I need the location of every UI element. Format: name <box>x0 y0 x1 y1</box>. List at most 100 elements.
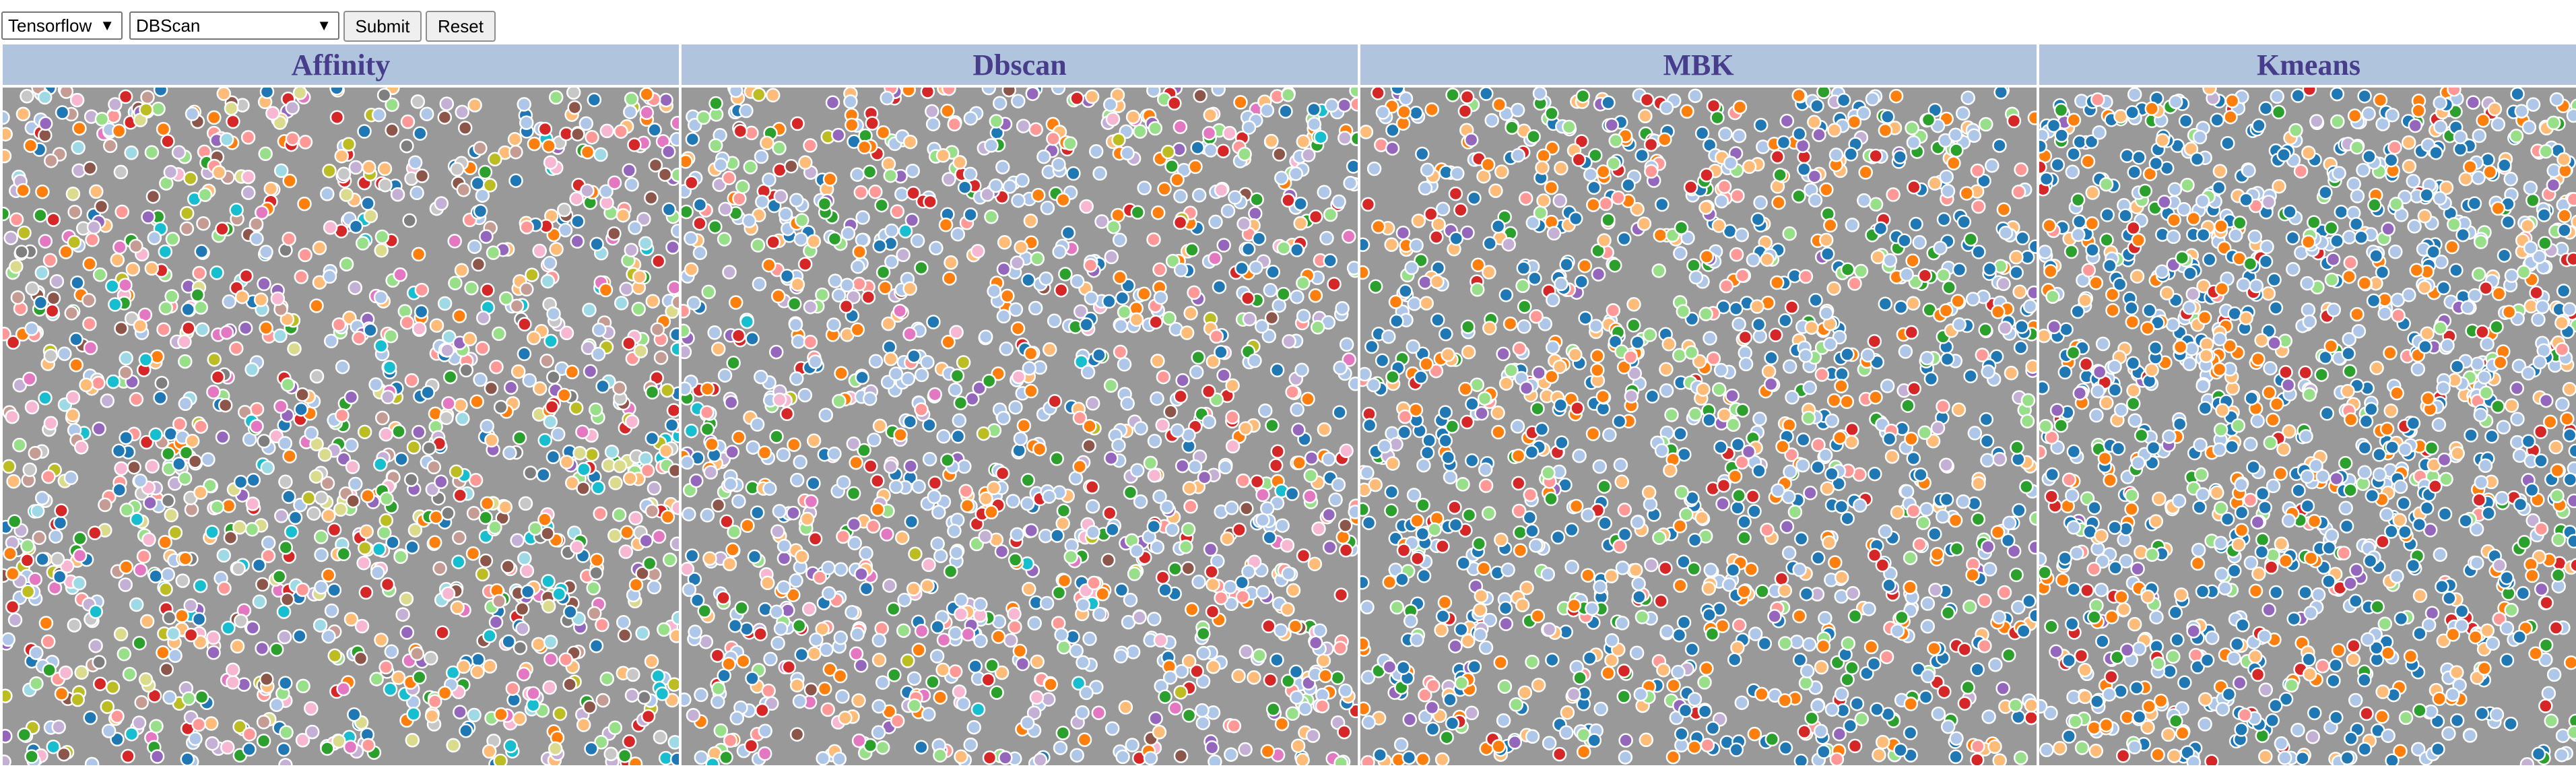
data-point <box>1293 216 1308 231</box>
scatter-plot-kmeans[interactable] <box>2039 88 2576 765</box>
data-point <box>624 414 640 429</box>
data-point <box>1368 279 1383 294</box>
data-point <box>2375 534 2390 549</box>
data-point <box>669 327 679 342</box>
data-point <box>840 226 856 241</box>
data-point <box>793 232 808 247</box>
data-point <box>2012 503 2026 518</box>
data-point <box>1975 348 1990 362</box>
data-point <box>1581 568 1595 583</box>
data-point <box>1337 131 1352 146</box>
data-point <box>1732 100 1748 115</box>
data-point <box>494 707 508 722</box>
data-point <box>294 269 309 284</box>
data-point <box>1104 249 1119 265</box>
data-point <box>409 185 424 201</box>
data-point <box>1663 463 1678 478</box>
data-point <box>1598 196 1614 212</box>
data-point <box>1276 286 1291 302</box>
data-point <box>651 668 665 684</box>
data-point <box>1834 379 1849 393</box>
data-point <box>1318 668 1333 684</box>
data-point <box>532 243 547 259</box>
data-point <box>2375 709 2389 724</box>
data-point <box>985 658 999 673</box>
data-point <box>1319 230 1334 246</box>
data-point <box>707 325 722 340</box>
data-point <box>1705 626 1720 642</box>
scatter-plot-affinity[interactable] <box>3 88 679 765</box>
data-point <box>1274 623 1288 638</box>
algorithm-select[interactable]: DBScan ▼ <box>129 11 339 40</box>
scatter-plot-dbscan[interactable] <box>682 88 1358 765</box>
data-point <box>1637 216 1652 231</box>
data-point <box>2028 239 2037 254</box>
data-point <box>2408 118 2423 133</box>
data-point <box>1626 297 1641 312</box>
data-point <box>719 514 734 529</box>
data-point <box>667 735 679 750</box>
data-point <box>657 622 671 637</box>
data-point <box>469 394 484 409</box>
data-point <box>1296 548 1311 563</box>
data-point <box>3 729 13 744</box>
data-point <box>1474 406 1489 421</box>
data-point <box>1398 91 1414 106</box>
library-select[interactable]: Tensorflow ▼ <box>1 11 123 40</box>
data-point <box>1290 402 1304 417</box>
data-point <box>1672 348 1687 363</box>
data-point <box>42 253 58 268</box>
data-point <box>587 606 602 621</box>
data-point <box>224 101 239 116</box>
data-point <box>682 204 694 220</box>
data-point <box>1482 612 1498 628</box>
data-point <box>2148 514 2164 529</box>
data-point <box>493 753 508 765</box>
data-point <box>1718 127 1733 141</box>
data-point <box>1402 712 1418 728</box>
data-point <box>1153 290 1168 305</box>
data-point <box>982 750 997 765</box>
submit-button[interactable]: Submit <box>343 11 422 42</box>
data-point <box>1550 529 1566 545</box>
data-point <box>1970 163 1985 179</box>
data-point <box>745 331 760 346</box>
data-point <box>1878 296 1893 311</box>
scatter-plot-mbk[interactable] <box>1360 88 2037 765</box>
data-point <box>391 424 406 439</box>
data-point <box>411 424 426 440</box>
data-point <box>929 240 944 256</box>
data-point <box>452 530 467 545</box>
data-point <box>1967 426 1983 441</box>
data-point <box>661 144 676 159</box>
data-point <box>589 236 604 252</box>
data-point <box>2255 486 2270 501</box>
data-point <box>787 437 801 452</box>
data-point <box>1699 661 1714 676</box>
data-point <box>850 167 865 182</box>
data-point <box>1828 555 1843 570</box>
data-point <box>1498 601 1513 616</box>
data-point <box>1328 492 1343 507</box>
data-point <box>1333 360 1348 375</box>
data-point <box>1409 238 1424 253</box>
data-point <box>362 160 376 175</box>
data-point <box>1409 106 1424 121</box>
data-point <box>1935 509 1950 524</box>
data-point <box>851 733 867 748</box>
data-point <box>1051 616 1066 631</box>
data-point <box>662 552 678 567</box>
data-point <box>327 583 342 598</box>
data-point <box>1346 159 1358 174</box>
data-point <box>549 242 564 257</box>
data-point <box>92 421 106 437</box>
data-point <box>249 401 265 417</box>
reset-button[interactable]: Reset <box>426 11 496 42</box>
data-point <box>2343 255 2358 270</box>
data-point <box>666 403 679 418</box>
data-point <box>353 651 368 666</box>
data-point <box>984 209 999 224</box>
data-point <box>1906 503 1921 519</box>
data-point <box>1249 474 1265 489</box>
data-point <box>219 132 234 147</box>
